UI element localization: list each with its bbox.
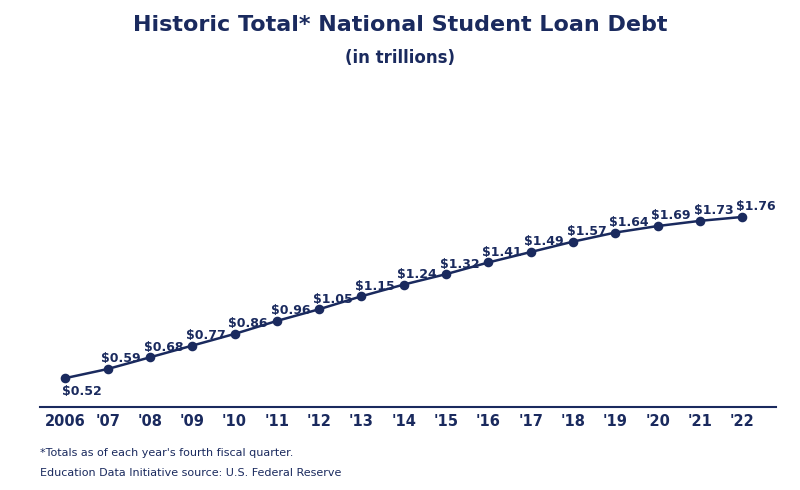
- Text: $0.52: $0.52: [62, 385, 102, 398]
- Point: [102, 365, 114, 373]
- Point: [398, 281, 410, 289]
- Point: [186, 342, 198, 349]
- Text: Education Data Initiative source: U.S. Federal Reserve: Education Data Initiative source: U.S. F…: [40, 468, 342, 478]
- Text: $0.96: $0.96: [270, 304, 310, 318]
- Point: [609, 229, 622, 237]
- Text: $0.68: $0.68: [144, 341, 183, 354]
- Text: $1.64: $1.64: [609, 216, 649, 229]
- Point: [313, 305, 326, 313]
- Point: [59, 374, 72, 382]
- Text: $1.41: $1.41: [482, 246, 522, 259]
- Text: (in trillions): (in trillions): [345, 49, 455, 67]
- Text: $1.15: $1.15: [355, 280, 395, 293]
- Text: $1.24: $1.24: [398, 268, 437, 281]
- Text: $0.59: $0.59: [102, 352, 141, 366]
- Text: *Totals as of each year's fourth fiscal quarter.: *Totals as of each year's fourth fiscal …: [40, 448, 294, 458]
- Point: [694, 217, 706, 225]
- Point: [355, 293, 368, 300]
- Point: [651, 222, 664, 230]
- Text: $1.05: $1.05: [313, 293, 353, 306]
- Text: Historic Total* National Student Loan Debt: Historic Total* National Student Loan De…: [133, 15, 667, 35]
- Text: $1.57: $1.57: [566, 225, 606, 238]
- Point: [736, 213, 749, 221]
- Point: [143, 353, 156, 361]
- Text: $0.77: $0.77: [186, 329, 226, 342]
- Point: [440, 270, 453, 278]
- Text: $1.76: $1.76: [736, 200, 775, 213]
- Point: [270, 317, 283, 325]
- Text: $1.49: $1.49: [524, 235, 564, 248]
- Text: $1.32: $1.32: [440, 258, 479, 270]
- Point: [566, 238, 579, 245]
- Point: [482, 259, 494, 267]
- Text: $1.73: $1.73: [694, 204, 733, 217]
- Point: [524, 248, 537, 256]
- Point: [228, 330, 241, 338]
- Text: $0.86: $0.86: [228, 318, 268, 330]
- Text: $1.69: $1.69: [651, 209, 690, 222]
